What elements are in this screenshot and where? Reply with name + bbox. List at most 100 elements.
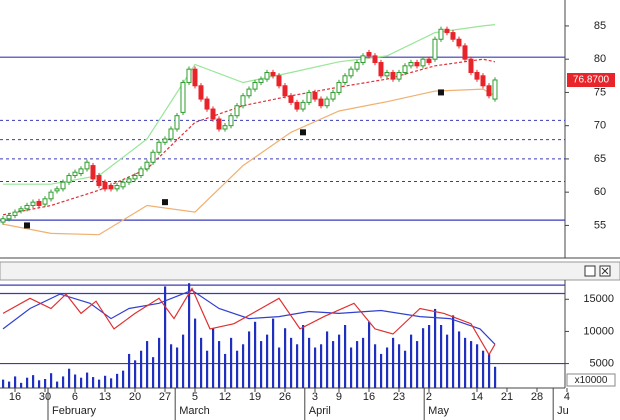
volume-bar (421, 328, 425, 388)
volume-bar (337, 334, 341, 388)
volume-bar (49, 373, 53, 388)
candle-body (18, 208, 24, 212)
candle-body (24, 204, 30, 210)
volume-bar (139, 350, 143, 388)
candle-body (468, 58, 474, 73)
volume-bar (223, 353, 227, 388)
y-tick-label: 70 (594, 120, 606, 132)
month-label: Ju (557, 405, 569, 417)
candle-body (6, 214, 12, 220)
volume-bar (481, 350, 485, 388)
x-tick-label: 9 (336, 391, 342, 403)
candle-body (426, 58, 432, 64)
month-label: March (179, 405, 210, 417)
volume-bar (187, 283, 191, 388)
volume-bar (1, 379, 5, 388)
candle-body (198, 85, 204, 100)
volume-bar (445, 334, 449, 388)
volume-panel-header (0, 261, 620, 281)
volume-bar (109, 378, 113, 388)
candle-body (402, 65, 408, 73)
volume-bar (127, 353, 131, 388)
candle-body (420, 58, 426, 67)
candle-body (336, 81, 342, 93)
candle-body (30, 201, 36, 206)
candle-body (258, 78, 264, 83)
volume-bar (451, 315, 455, 388)
volume-bar (271, 318, 275, 388)
volume-bar (31, 375, 35, 388)
y-tick-label: 5000 (590, 357, 614, 369)
candle-body (300, 101, 306, 110)
volume-bar (493, 366, 497, 388)
candle-body (120, 181, 126, 188)
volume-bar (73, 374, 77, 388)
candle-body (492, 79, 498, 100)
volume-bar (433, 308, 437, 388)
last-price-box (567, 72, 615, 87)
candle-body (348, 68, 354, 77)
y-tick-label: 55 (594, 219, 606, 231)
volume-bar (199, 337, 203, 388)
candle-body (372, 55, 378, 64)
volume-bar (115, 373, 119, 388)
candle-body (312, 91, 318, 100)
candle-body (252, 81, 258, 90)
x-tick-label: 27 (159, 391, 171, 403)
candle-body (216, 118, 222, 130)
x-tick-label: 20 (129, 391, 141, 403)
candle-body (282, 85, 288, 97)
candle-body (294, 101, 300, 110)
candle-body (444, 28, 450, 34)
candle-body (108, 185, 114, 190)
candle-body (486, 85, 492, 97)
x-tick-label: 12 (219, 391, 231, 403)
candle-body (204, 98, 210, 110)
volume-bar (463, 337, 467, 388)
volume-bar (61, 376, 65, 388)
volume-bar (385, 347, 389, 388)
candle-body (378, 62, 384, 77)
month-label: February (52, 405, 97, 417)
volume-bar (379, 353, 383, 388)
candle-body (366, 52, 372, 57)
x-tick-label: 19 (249, 391, 261, 403)
candle-body (354, 62, 360, 70)
candle-body (432, 38, 438, 60)
x-tick-label: 2 (426, 391, 432, 403)
volume-bar (67, 368, 71, 388)
candle-body (132, 175, 138, 180)
candle-body (96, 175, 102, 187)
candle-body (324, 98, 330, 107)
volume-bar (181, 334, 185, 388)
volume-bar (457, 331, 461, 388)
volume-bar (19, 382, 23, 388)
volume-bar (373, 344, 377, 388)
volume-bar (313, 347, 317, 388)
candle-body (174, 115, 180, 130)
volume-bar (331, 341, 335, 388)
indicator-line (2, 58, 496, 216)
month-label: April (309, 405, 331, 417)
volume-bar (325, 331, 329, 388)
signal-marker (437, 89, 444, 96)
volume-bar (175, 347, 179, 388)
candle-body (222, 125, 228, 130)
indicator-line (2, 287, 496, 356)
volume-bar (157, 337, 161, 388)
x-tick-label: 3 (312, 391, 318, 403)
x-tick-label: 26 (279, 391, 291, 403)
candle-body (180, 81, 186, 113)
candle-body (360, 55, 366, 64)
volume-bar (205, 350, 209, 388)
volume-bar (151, 357, 155, 388)
volume-bar (7, 381, 11, 388)
volume-bar (235, 350, 239, 388)
maximize-icon[interactable] (584, 265, 596, 277)
volume-bar (247, 331, 251, 388)
volume-bar (241, 344, 245, 388)
volume-bar (97, 379, 101, 388)
candle-body (276, 75, 282, 87)
volume-bar (349, 347, 353, 388)
candle-body (414, 62, 420, 67)
